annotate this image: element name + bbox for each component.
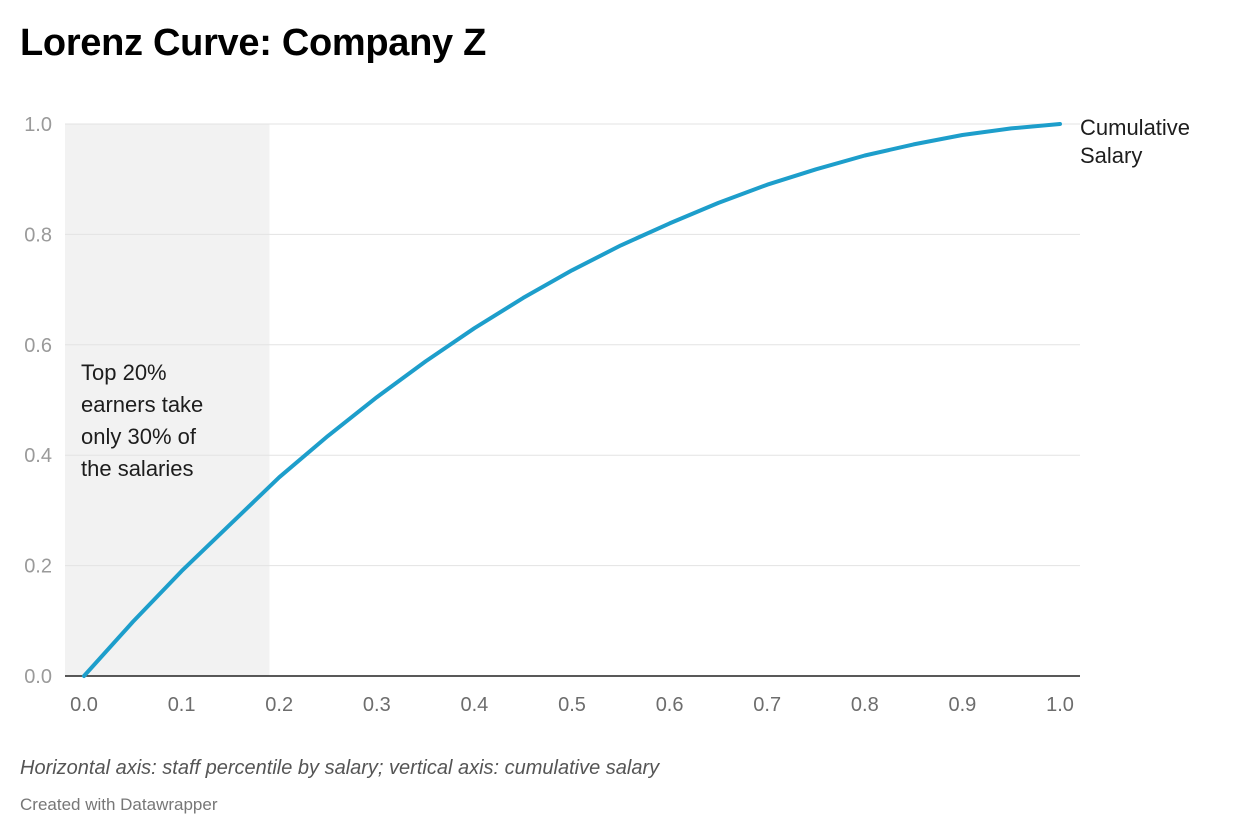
series-label: Salary [1080, 143, 1142, 168]
y-tick-label: 0.8 [24, 224, 52, 246]
x-tick-label: 1.0 [1046, 694, 1074, 716]
y-tick-label: 0.0 [24, 666, 52, 688]
annotation-line: the salaries [81, 456, 194, 481]
lorenz-chart: 0.0 0.2 0.4 0.6 0.8 1.0 0.0 0.1 0.2 0.3 0.4 0.5 0.6 0… [24, 114, 1190, 716]
y-tick-label: 1.0 [24, 114, 52, 136]
annotation-line: only 30% of [81, 424, 197, 449]
cumulative-salary-line [82, 122, 1062, 678]
chart-title: Lorenz Curve: Company Z [20, 22, 487, 64]
x-tick-label: 0.8 [851, 694, 879, 716]
x-tick-label: 0.2 [265, 694, 293, 716]
chart-notes: Horizontal axis: staff percentile by sal… [20, 757, 660, 779]
y-tick-label: 0.4 [24, 445, 52, 467]
y-tick-label: 0.2 [24, 556, 52, 578]
x-tick-label: 0.6 [656, 694, 684, 716]
chart-credit: Created with Datawrapper [20, 795, 218, 814]
x-tick-label: 0.3 [363, 694, 391, 716]
x-tick-label: 0.4 [460, 694, 488, 716]
y-tick-label: 0.6 [24, 335, 52, 357]
series-label: Cumulative [1080, 115, 1190, 140]
x-tick-label: 0.0 [70, 694, 98, 716]
annotation-line: earners take [81, 392, 203, 417]
x-tick-label: 0.9 [948, 694, 976, 716]
x-tick-label: 0.1 [168, 694, 196, 716]
x-tick-label: 0.5 [558, 694, 586, 716]
x-tick-label: 0.7 [753, 694, 781, 716]
annotation-line: Top 20% [81, 360, 167, 385]
